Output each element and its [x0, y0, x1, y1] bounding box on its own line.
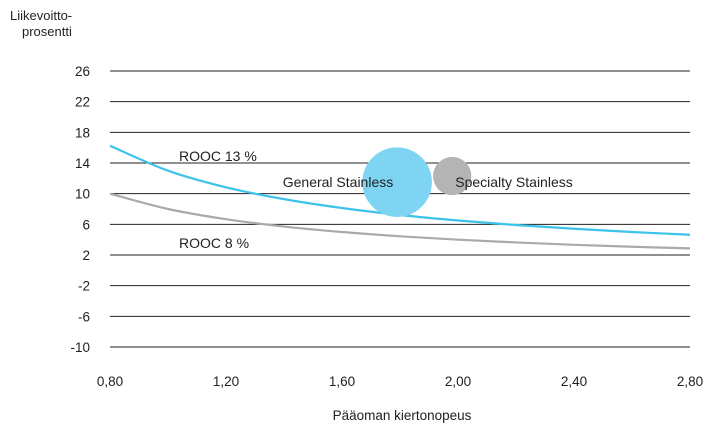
x-tick-label: 2,80 [677, 374, 703, 389]
general-stainless-bubble [362, 147, 432, 217]
y-tick-label: 14 [75, 156, 91, 171]
x-tick-label: 0,80 [97, 374, 123, 389]
y-tick-label: 2 [82, 248, 90, 263]
y-tick-label: -10 [70, 340, 90, 355]
y-tick-label: 18 [75, 125, 90, 140]
y-tick-label: 22 [75, 95, 90, 110]
y-tick-label: 6 [82, 217, 90, 232]
x-axis-title: Pääoman kiertonopeus [333, 408, 472, 423]
y-tick-label: 10 [75, 187, 90, 202]
y-tick-label: -2 [78, 279, 90, 294]
x-tick-label: 2,40 [561, 374, 587, 389]
x-tick-labels: 0,80 1,20 1,60 2,00 2,40 2,80 [97, 374, 703, 389]
y-tick-labels: 26 22 18 14 10 6 2 -2 -6 -10 [70, 64, 90, 355]
y-axis-title-line-2: prosentti [22, 24, 72, 39]
specialty-stainless-label: Specialty Stainless [455, 174, 573, 190]
grid-layer [110, 70, 690, 348]
annotation-layer: ROOC 13 % ROOC 8 % General Stainless Specia… [179, 148, 573, 251]
rooc-8-line [109, 192, 691, 250]
rooc-8-label: ROOC 8 % [179, 235, 249, 251]
bubble-layer [362, 147, 472, 217]
y-tick-label: -6 [78, 309, 90, 324]
y-axis-title-line-1: Liikevoitto- [10, 8, 73, 23]
x-tick-label: 1,60 [329, 374, 355, 389]
rooc-13-label: ROOC 13 % [179, 148, 257, 164]
x-tick-label: 1,20 [213, 374, 239, 389]
specialty-stainless-bubble [433, 156, 472, 196]
y-tick-label: 26 [75, 64, 90, 79]
general-stainless-label: General Stainless [283, 174, 394, 190]
x-tick-label: 2,00 [445, 374, 471, 389]
